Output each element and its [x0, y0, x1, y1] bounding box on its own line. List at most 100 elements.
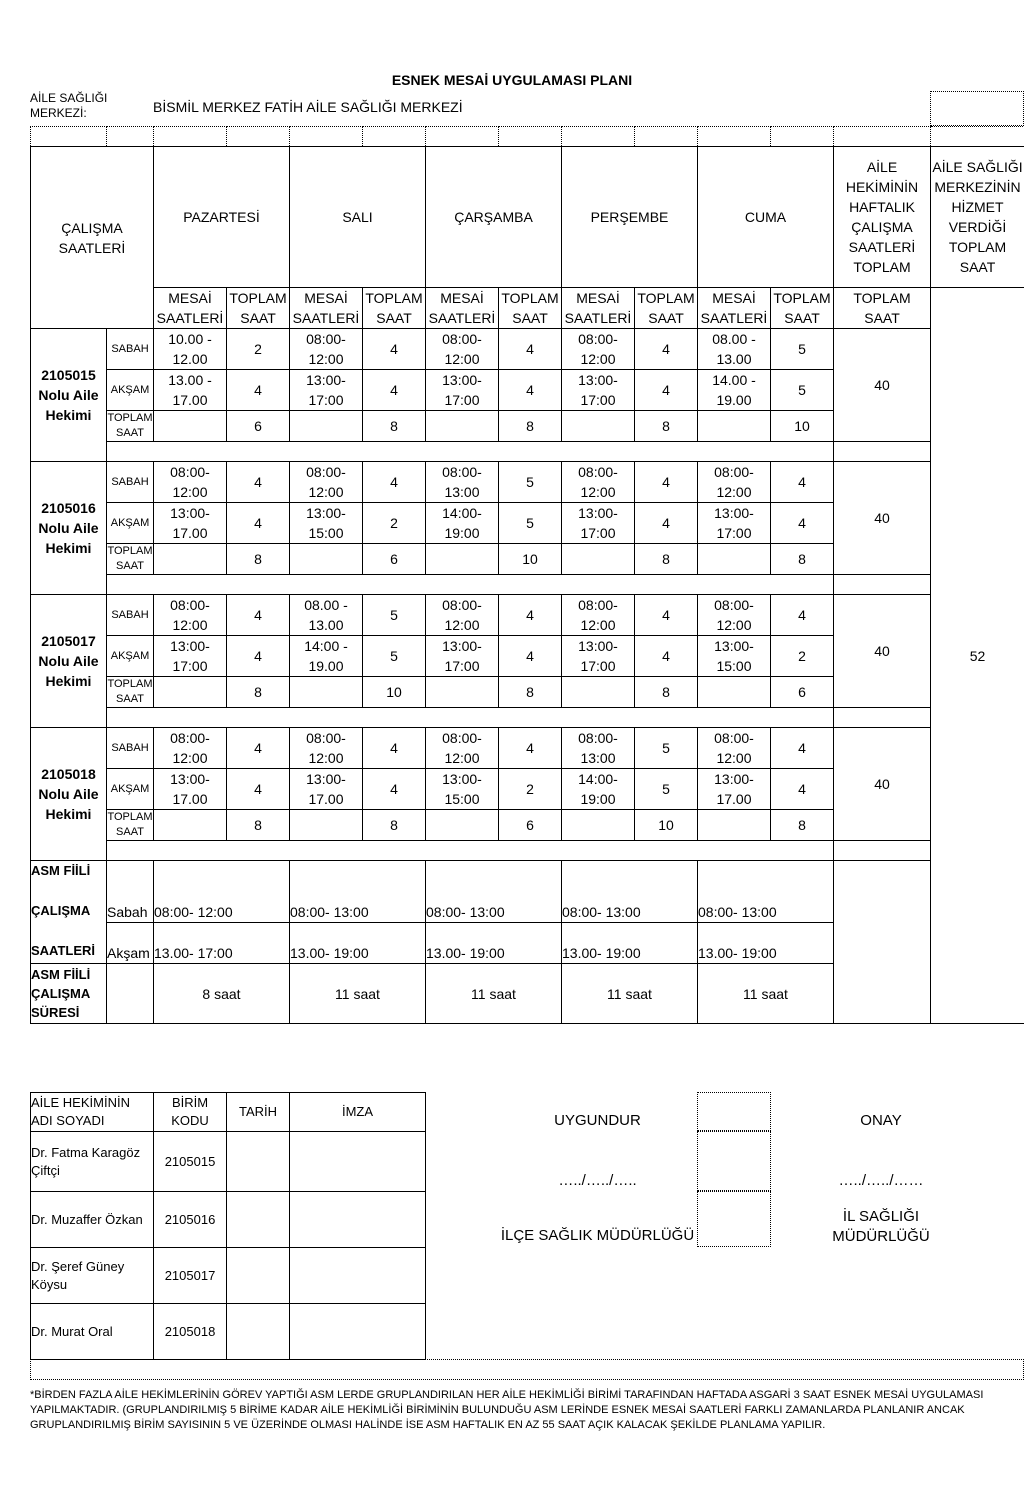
toplam-label: TOPLAM SAAT [106, 410, 154, 442]
calisma-header: ÇALIŞMA SAATLERİ [30, 146, 154, 329]
asm-label: AİLE SAĞLIĞI MERKEZİ: [30, 91, 108, 120]
asm-aksam-time: 13.00- 19:00 [289, 922, 426, 964]
day-total: 8 [362, 410, 426, 442]
aksam-label: AKŞAM [106, 502, 154, 544]
empty-cell [930, 91, 1024, 126]
day-total: 8 [498, 676, 562, 708]
signature-cell [289, 1131, 426, 1192]
empty-cell [425, 676, 499, 708]
day-total: 8 [226, 809, 290, 841]
mesai-subheader: MESAİ SAATLERİ [289, 287, 363, 329]
time-range: 08:00- 12:00 [153, 594, 227, 636]
day-total: 10 [498, 543, 562, 575]
hours: 4 [226, 369, 290, 411]
hours: 4 [498, 369, 562, 411]
empty-cell [153, 809, 227, 841]
hours: 4 [226, 727, 290, 769]
day-total: 8 [498, 410, 562, 442]
asm-sabah-time: 08:00- 13:00 [697, 860, 834, 923]
mesai-subheader: MESAİ SAATLERİ [425, 287, 499, 329]
signature-cell [289, 1191, 426, 1248]
hours: 2 [770, 635, 834, 677]
date-cell [226, 1303, 290, 1360]
hours: 4 [226, 768, 290, 810]
aksam-label: AKŞAM [106, 369, 154, 411]
asm-fiili-label: ASM FİİLİ ÇALIŞMA SAATLERİ [30, 860, 107, 964]
hours: 4 [498, 635, 562, 677]
time-range: 14:00 - 19.00 [289, 635, 363, 677]
hours: 4 [362, 461, 426, 503]
hours: 4 [770, 502, 834, 544]
time-range: 13:00- 17:00 [561, 635, 635, 677]
time-range: 13.00 - 17.00 [153, 369, 227, 411]
date-placeholder: …../…../….. [558, 1172, 637, 1189]
hours: 4 [226, 502, 290, 544]
doctor-name: Dr. Fatma Karagöz Çiftçi [30, 1131, 154, 1192]
empty-cell [561, 809, 635, 841]
time-range: 08:00- 12:00 [561, 594, 635, 636]
asm-sure-label: ASM FİİLİ ÇALIŞMA SÜRESİ [30, 963, 107, 1024]
empty-cell [561, 676, 635, 708]
date-cell [226, 1131, 290, 1192]
date-cell [226, 1191, 290, 1248]
spacer-row [106, 707, 834, 728]
weekly-header: AİLE HEKİMİNİN HAFTALIK ÇALIŞMA SAATLERİ… [833, 146, 931, 288]
hours: 4 [634, 328, 698, 370]
asm-sure-value: 11 saat [289, 963, 426, 1024]
hours: 4 [226, 635, 290, 677]
signature-table: AİLE HEKİMİNİN ADI SOYADI BİRİM KODU TAR… [30, 1092, 426, 1360]
sabah-label: SABAH [106, 727, 154, 769]
empty-cell [425, 543, 499, 575]
hours: 4 [498, 328, 562, 370]
day-total: 8 [770, 543, 834, 575]
empty-cell [153, 676, 227, 708]
time-range: 13:00- 17.00 [153, 502, 227, 544]
time-range: 08.00 - 13.00 [697, 328, 771, 370]
empty-cell [697, 543, 771, 575]
weekly-total: 40 [833, 594, 931, 708]
toplam-label: TOPLAM SAAT [106, 543, 154, 575]
time-range: 10.00 - 12.00 [153, 328, 227, 370]
asm-aksam-time: 13.00- 19:00 [561, 922, 698, 964]
time-range: 08:00- 12:00 [289, 727, 363, 769]
ilce-label: İLÇE SAĞLIK MÜDÜRLÜĞÜ [500, 1227, 695, 1244]
time-range: 13:00- 17:00 [561, 369, 635, 411]
spacer-row [106, 441, 834, 462]
day-total: 8 [362, 809, 426, 841]
hours: 4 [634, 461, 698, 503]
empty-cell [561, 543, 635, 575]
asm-total-value: 52 [930, 287, 1024, 1024]
time-range: 13:00- 17:00 [153, 635, 227, 677]
doctor-name: Dr. Murat Oral [30, 1303, 154, 1360]
toplam-subheader: TOPLAM SAAT [770, 287, 834, 329]
asm-sabah-time: 08:00- 13:00 [425, 860, 562, 923]
asm-sabah-time: 08:00- 13:00 [561, 860, 698, 923]
asm-aksam-time: 13.00- 19:00 [425, 922, 562, 964]
hours: 4 [770, 768, 834, 810]
mesai-subheader: MESAİ SAATLERİ [153, 287, 227, 329]
time-range: 08:00- 12:00 [153, 461, 227, 503]
doctor-name: Dr. Şeref Güney Köysu [30, 1247, 154, 1304]
time-range: 08:00- 12:00 [153, 727, 227, 769]
time-range: 13:00- 17.00 [289, 768, 363, 810]
weekly-total: 40 [833, 727, 931, 841]
empty-cell [697, 1191, 771, 1247]
hours: 4 [226, 594, 290, 636]
time-range: 08:00- 13:00 [425, 461, 499, 503]
time-range: 08:00- 12:00 [289, 461, 363, 503]
aksam-label: AKŞAM [106, 768, 154, 810]
asm-sure-value: 11 saat [561, 963, 698, 1024]
hours: 5 [362, 594, 426, 636]
date-cell [226, 1247, 290, 1304]
footnote: *BİRDEN FAZLA AİLE HEKİMLERİNİN GÖREV YA… [30, 1389, 984, 1431]
unit-code: 2105016 [153, 1191, 227, 1248]
empty-cell [289, 809, 363, 841]
unit-code: 2105015 [153, 1131, 227, 1192]
asm-sure-value: 11 saat [425, 963, 562, 1024]
day-total: 8 [634, 676, 698, 708]
doctor-name: Dr. Muzaffer Özkan [30, 1191, 154, 1248]
time-range: 08:00- 13:00 [561, 727, 635, 769]
sabah-label: SABAH [106, 461, 154, 503]
time-range: 13:00- 15:00 [697, 635, 771, 677]
unit-code: 2105017 [153, 1247, 227, 1304]
